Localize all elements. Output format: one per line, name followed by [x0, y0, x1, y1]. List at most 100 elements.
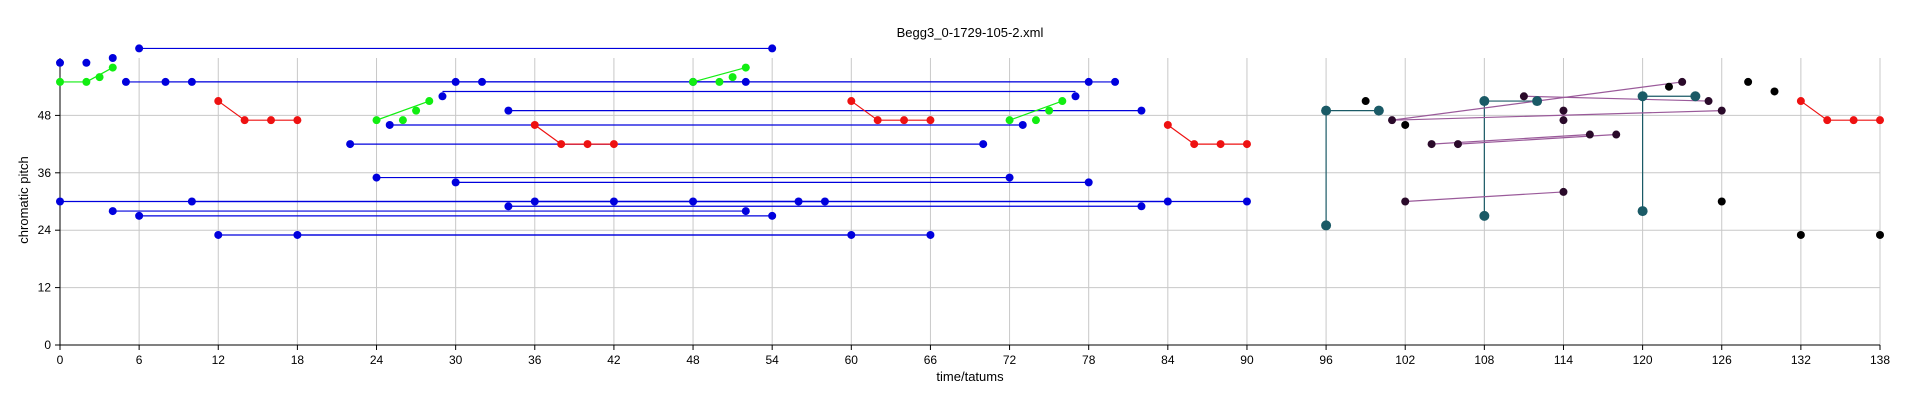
- note-point-red: [926, 116, 935, 125]
- x-tick-label: 138: [1870, 353, 1890, 367]
- note-point-red: [1190, 140, 1199, 149]
- note-point-green: [741, 63, 750, 72]
- note-point-blue: [979, 140, 988, 149]
- note-point-teal: [1479, 210, 1490, 221]
- note-point-dark: [1453, 140, 1462, 149]
- note-segments: [60, 47, 1880, 236]
- note-point-blue: [135, 44, 144, 53]
- x-tick-label: 90: [1240, 353, 1254, 367]
- note-point-blue: [214, 230, 223, 239]
- note-point-green: [715, 77, 724, 86]
- note-point-blue: [741, 77, 750, 86]
- note-point-blue: [82, 58, 91, 67]
- note-point-black: [1876, 230, 1884, 239]
- y-tick-label: 12: [38, 281, 52, 295]
- note-point-blue: [451, 77, 460, 86]
- note-point-blue: [689, 197, 698, 206]
- note-point-black: [1796, 230, 1805, 239]
- note-point-blue: [768, 44, 777, 53]
- note-point-blue: [1005, 173, 1014, 182]
- x-tick-label: 126: [1712, 353, 1732, 367]
- note-point-blue: [346, 140, 355, 149]
- note-segment-green: [1009, 100, 1063, 121]
- note-point-green: [689, 77, 698, 86]
- axes: 0 6 12 18 24 30 36 42 48 54 60 66 72 78 84 90 96 102 108 11…: [38, 58, 1890, 367]
- note-point-blue: [530, 197, 539, 206]
- x-tick-label: 18: [291, 353, 305, 367]
- note-point-dark: [1427, 140, 1436, 149]
- note-segment-red: [850, 100, 879, 121]
- note-point-blue: [56, 197, 64, 206]
- note-point-dark: [1559, 106, 1568, 115]
- note-point-blue: [1137, 106, 1146, 115]
- x-tick-label: 0: [57, 353, 64, 367]
- note-segment-purple: [1392, 110, 1722, 121]
- note-point-blue: [1242, 197, 1251, 206]
- note-point-blue: [161, 77, 170, 86]
- note-point-blue: [372, 173, 381, 182]
- note-point-teal: [1373, 105, 1384, 116]
- note-point-blue: [1071, 92, 1080, 101]
- x-tick-label: 36: [528, 353, 542, 367]
- x-tick-label: 24: [370, 353, 384, 367]
- y-tick-label: 36: [38, 166, 52, 180]
- note-point-green: [1058, 97, 1067, 106]
- note-point-green: [412, 106, 421, 115]
- note-segment-red: [534, 124, 562, 145]
- note-point-red: [847, 97, 856, 106]
- note-point-red: [873, 116, 882, 125]
- note-point-green: [1005, 116, 1014, 125]
- note-point-green: [372, 116, 381, 125]
- note-point-blue: [768, 211, 777, 220]
- note-point-red: [583, 140, 592, 149]
- x-tick-label: 114: [1554, 353, 1573, 367]
- note-point-blue: [1111, 77, 1120, 86]
- x-tick-label: 30: [449, 353, 463, 367]
- note-point-teal: [1637, 91, 1648, 102]
- note-point-black: [1361, 97, 1370, 106]
- note-point-black: [1770, 87, 1779, 96]
- note-point-red: [530, 120, 539, 129]
- note-point-blue: [187, 197, 196, 206]
- y-tick-label: 0: [44, 338, 51, 352]
- note-point-blue: [794, 197, 803, 206]
- note-point-blue: [56, 58, 64, 67]
- x-tick-label: 96: [1319, 353, 1333, 367]
- note-point-red: [1242, 140, 1251, 149]
- x-tick-label: 12: [212, 353, 226, 367]
- note-point-green: [108, 63, 117, 72]
- note-point-blue: [1163, 197, 1172, 206]
- x-tick-label: 66: [924, 353, 938, 367]
- note-point-red: [1796, 97, 1805, 106]
- x-tick-label: 54: [765, 353, 779, 367]
- note-point-red: [900, 116, 909, 125]
- note-points: [56, 44, 1884, 239]
- note-point-dark: [1559, 187, 1568, 196]
- note-point-dark: [1401, 197, 1410, 206]
- note-point-red: [1216, 140, 1225, 149]
- note-point-blue: [385, 120, 394, 129]
- note-point-blue: [108, 207, 117, 216]
- note-point-blue: [1084, 178, 1093, 187]
- note-point-blue: [926, 230, 935, 239]
- note-point-blue: [741, 207, 750, 216]
- x-axis-label: time/tatums: [936, 369, 1004, 384]
- note-point-red: [214, 97, 223, 106]
- note-point-green: [1031, 116, 1040, 125]
- x-tick-label: 108: [1474, 353, 1494, 367]
- x-tick-label: 102: [1395, 353, 1415, 367]
- note-point-blue: [1137, 202, 1146, 211]
- note-point-green: [728, 73, 737, 82]
- note-segment-purple: [1523, 95, 1709, 102]
- x-tick-label: 48: [686, 353, 700, 367]
- note-point-red: [1163, 120, 1172, 129]
- note-point-teal: [1637, 206, 1648, 217]
- note-point-dark: [1678, 77, 1687, 86]
- note-point-red: [1876, 116, 1884, 125]
- note-point-teal: [1321, 220, 1332, 231]
- x-tick-label: 78: [1082, 353, 1096, 367]
- note-point-blue: [451, 178, 460, 187]
- x-tick-label: 132: [1791, 353, 1811, 367]
- note-point-dark: [1388, 116, 1397, 125]
